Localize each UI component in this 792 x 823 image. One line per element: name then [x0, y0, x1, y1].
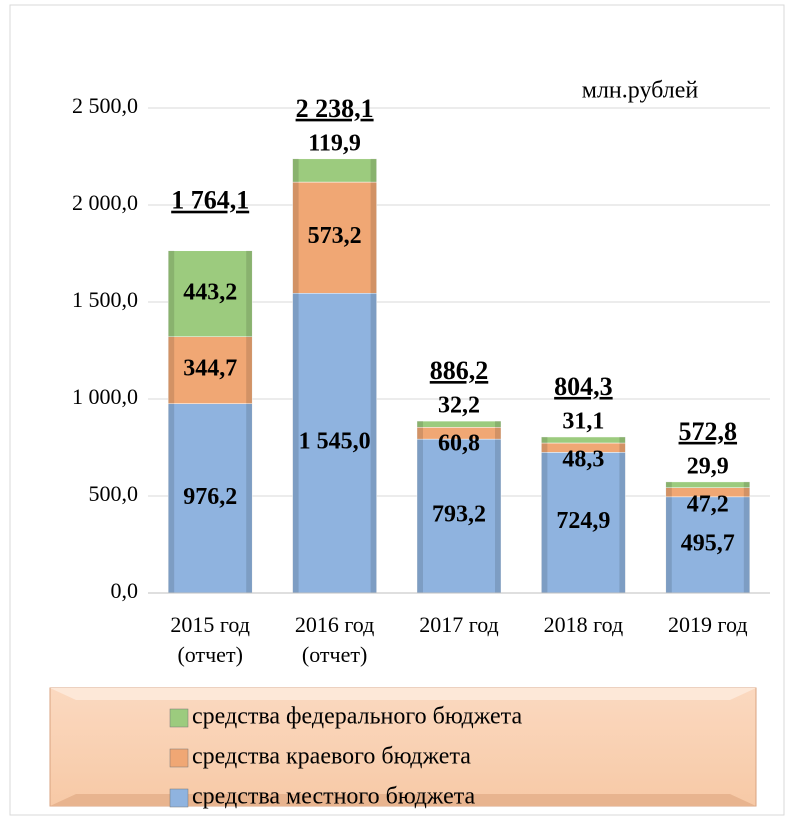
bar-shade: [292, 293, 299, 593]
bar-shade: [168, 336, 175, 404]
bar-shade: [619, 452, 626, 593]
legend-label: средства местного бюджета: [192, 784, 476, 810]
legend-label: средства краевого бюджета: [192, 744, 471, 770]
bar-shade: [619, 436, 626, 443]
bar-shade: [417, 439, 423, 593]
bar-segment: [665, 496, 751, 594]
y-tick-label: 1 000,0: [72, 384, 138, 409]
bar-segment: [416, 420, 502, 428]
bar-shade: [665, 481, 672, 488]
bar-segment: [292, 158, 377, 183]
bar-shade: [665, 487, 672, 497]
bar-shade: [743, 496, 750, 593]
total-label: 804,3: [554, 372, 613, 401]
x-tick-label: 2018 год: [543, 612, 624, 637]
bar-shade: [541, 452, 548, 593]
total-label: 572,8: [679, 417, 738, 446]
value-label: 724,9: [556, 508, 610, 534]
bar-shade: [370, 182, 377, 294]
bar-shade: [743, 481, 750, 488]
bar-shade: [292, 158, 299, 183]
bar-segment: [167, 336, 253, 404]
value-label: 60,8: [438, 431, 480, 457]
bar-segment: [167, 250, 253, 337]
bar-segment: [541, 452, 626, 594]
bar-shade: [619, 442, 626, 453]
bar-segment: [292, 293, 377, 594]
bar-shade: [541, 442, 548, 453]
unit-annotation: млн.рублей: [582, 78, 699, 104]
value-label: 793,2: [432, 502, 486, 528]
total-label: 886,2: [430, 356, 489, 385]
bar-shade: [246, 403, 253, 593]
bar-shade: [292, 182, 299, 294]
value-label: 976,2: [183, 484, 237, 510]
legend: [49, 687, 757, 807]
bar-segment: [541, 436, 626, 444]
bar-shade: [246, 336, 253, 404]
value-label: 47,2: [687, 491, 729, 517]
value-label: 344,7: [183, 356, 237, 382]
bar-shade: [665, 496, 672, 593]
value-label: 495,7: [681, 530, 735, 556]
bar-shade: [541, 436, 548, 443]
legend-label: средства федерального бюджета: [192, 704, 522, 730]
value-label: 48,3: [562, 446, 604, 472]
bar-shade: [417, 421, 423, 428]
value-label: 119,9: [308, 130, 361, 156]
bar-segment: [665, 481, 751, 488]
value-label: 32,2: [438, 393, 480, 419]
bar-segment: [167, 403, 253, 594]
bar-shade: [417, 427, 423, 440]
y-tick-label: 500,0: [89, 481, 139, 506]
bar-segment: [416, 438, 502, 594]
y-tick-label: 2 500,0: [72, 93, 138, 118]
value-label: 573,2: [308, 223, 362, 249]
y-tick-label: 1 500,0: [72, 287, 138, 312]
value-label: 443,2: [183, 279, 237, 305]
bar-shade: [495, 427, 501, 440]
bar-shade: [246, 250, 253, 337]
bar-shade: [495, 439, 501, 593]
legend-swatch: [169, 748, 189, 768]
bar-shade: [743, 487, 750, 497]
legend-swatch: [169, 708, 189, 728]
y-tick-label: 0,0: [111, 578, 139, 603]
value-label: 29,9: [687, 453, 729, 479]
bar-shade: [370, 158, 377, 183]
bar-segment: [292, 181, 377, 294]
bar-shade: [495, 421, 501, 428]
total-label: 2 238,1: [296, 94, 374, 123]
x-tick-label: 2019 год: [668, 612, 748, 637]
bar-shade: [168, 250, 175, 337]
chart-border: [9, 4, 785, 816]
y-tick-label: 2 000,0: [72, 190, 138, 215]
bar-shade: [168, 403, 175, 593]
legend-bevel: [50, 794, 756, 806]
legend-swatch: [169, 788, 189, 808]
bar-shade: [370, 293, 377, 593]
total-label: 1 764,1: [171, 186, 249, 215]
value-label: 1 545,0: [299, 429, 371, 455]
x-tick-label: 2016 год (отчет): [294, 612, 375, 667]
x-tick-label: 2017 год: [419, 612, 499, 637]
x-tick-label: 2015 год (отчет): [170, 612, 250, 667]
legend-bevel: [50, 688, 756, 700]
value-label: 31,1: [562, 408, 604, 434]
